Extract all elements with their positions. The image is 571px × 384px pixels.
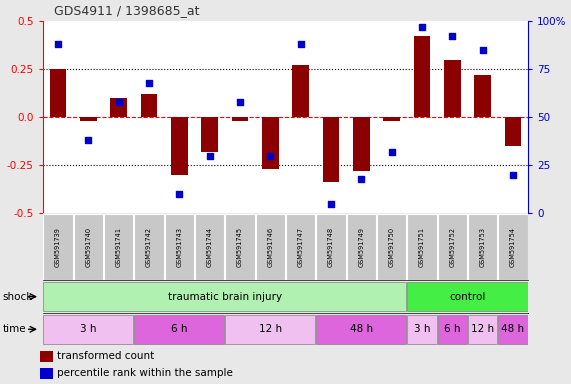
Bar — [323, 117, 339, 182]
Bar — [498, 314, 528, 344]
Bar — [347, 214, 376, 280]
Text: GSM591746: GSM591746 — [267, 227, 274, 267]
Bar — [232, 117, 248, 121]
Bar — [438, 314, 467, 344]
Point — [84, 137, 93, 143]
Point — [296, 41, 305, 47]
Text: GSM591740: GSM591740 — [85, 227, 91, 267]
Bar — [408, 314, 437, 344]
Bar — [80, 117, 96, 121]
Text: GSM591739: GSM591739 — [55, 227, 61, 266]
Text: 6 h: 6 h — [444, 324, 461, 334]
Text: 3 h: 3 h — [414, 324, 431, 334]
Bar — [413, 36, 431, 117]
Bar — [256, 214, 285, 280]
Bar — [444, 60, 461, 117]
Text: 6 h: 6 h — [171, 324, 188, 334]
Bar — [468, 314, 497, 344]
Point — [114, 99, 123, 105]
Point — [54, 41, 63, 47]
Text: 3 h: 3 h — [80, 324, 96, 334]
Bar — [316, 314, 406, 344]
Bar — [408, 282, 528, 311]
Text: GSM591752: GSM591752 — [449, 227, 455, 267]
Text: GDS4911 / 1398685_at: GDS4911 / 1398685_at — [54, 4, 200, 17]
Text: traumatic brain injury: traumatic brain injury — [168, 291, 282, 302]
Bar — [498, 214, 528, 280]
Point — [357, 175, 366, 182]
Bar — [110, 98, 127, 117]
Text: 48 h: 48 h — [501, 324, 525, 334]
Text: GSM591749: GSM591749 — [359, 227, 364, 267]
Point — [235, 99, 244, 105]
Bar — [134, 214, 163, 280]
Bar — [408, 214, 437, 280]
Text: GSM591754: GSM591754 — [510, 227, 516, 267]
Bar — [165, 214, 194, 280]
Bar — [43, 314, 133, 344]
Bar — [226, 314, 315, 344]
Text: control: control — [449, 291, 486, 302]
Text: 12 h: 12 h — [259, 324, 282, 334]
Bar — [104, 214, 133, 280]
Text: GSM591751: GSM591751 — [419, 227, 425, 267]
Text: GSM591753: GSM591753 — [480, 227, 486, 267]
Bar — [353, 117, 369, 171]
Text: GSM591747: GSM591747 — [297, 227, 304, 267]
Text: 48 h: 48 h — [350, 324, 373, 334]
Text: GSM591743: GSM591743 — [176, 227, 182, 267]
Bar — [262, 117, 279, 169]
Bar — [226, 214, 255, 280]
Point — [508, 172, 517, 178]
Bar — [134, 314, 224, 344]
Bar — [140, 94, 158, 117]
Text: GSM591744: GSM591744 — [207, 227, 212, 267]
Bar — [74, 214, 103, 280]
Point — [417, 24, 427, 30]
Bar — [316, 214, 345, 280]
Bar — [195, 214, 224, 280]
Point — [448, 33, 457, 40]
Point — [144, 79, 154, 86]
Text: GSM591750: GSM591750 — [389, 227, 395, 267]
Bar — [505, 117, 521, 146]
Text: shock: shock — [3, 291, 33, 302]
Text: GSM591741: GSM591741 — [116, 227, 122, 267]
Text: GSM591748: GSM591748 — [328, 227, 334, 267]
Point — [175, 191, 184, 197]
Text: GSM591745: GSM591745 — [237, 227, 243, 267]
Bar — [475, 75, 491, 117]
Bar — [40, 351, 53, 362]
Text: GSM591742: GSM591742 — [146, 227, 152, 267]
Bar — [292, 65, 309, 117]
Bar — [377, 214, 406, 280]
Point — [387, 149, 396, 155]
Text: time: time — [3, 324, 26, 334]
Text: 12 h: 12 h — [471, 324, 494, 334]
Text: transformed count: transformed count — [57, 351, 154, 361]
Point — [327, 200, 336, 207]
Bar — [202, 117, 218, 152]
Bar — [40, 368, 53, 379]
Bar — [383, 117, 400, 121]
Bar — [43, 214, 73, 280]
Bar — [43, 282, 406, 311]
Bar — [468, 214, 497, 280]
Bar — [438, 214, 467, 280]
Text: percentile rank within the sample: percentile rank within the sample — [57, 368, 233, 378]
Point — [205, 152, 214, 159]
Bar — [286, 214, 315, 280]
Bar — [171, 117, 188, 175]
Bar — [50, 69, 66, 117]
Point — [266, 152, 275, 159]
Point — [478, 47, 487, 53]
